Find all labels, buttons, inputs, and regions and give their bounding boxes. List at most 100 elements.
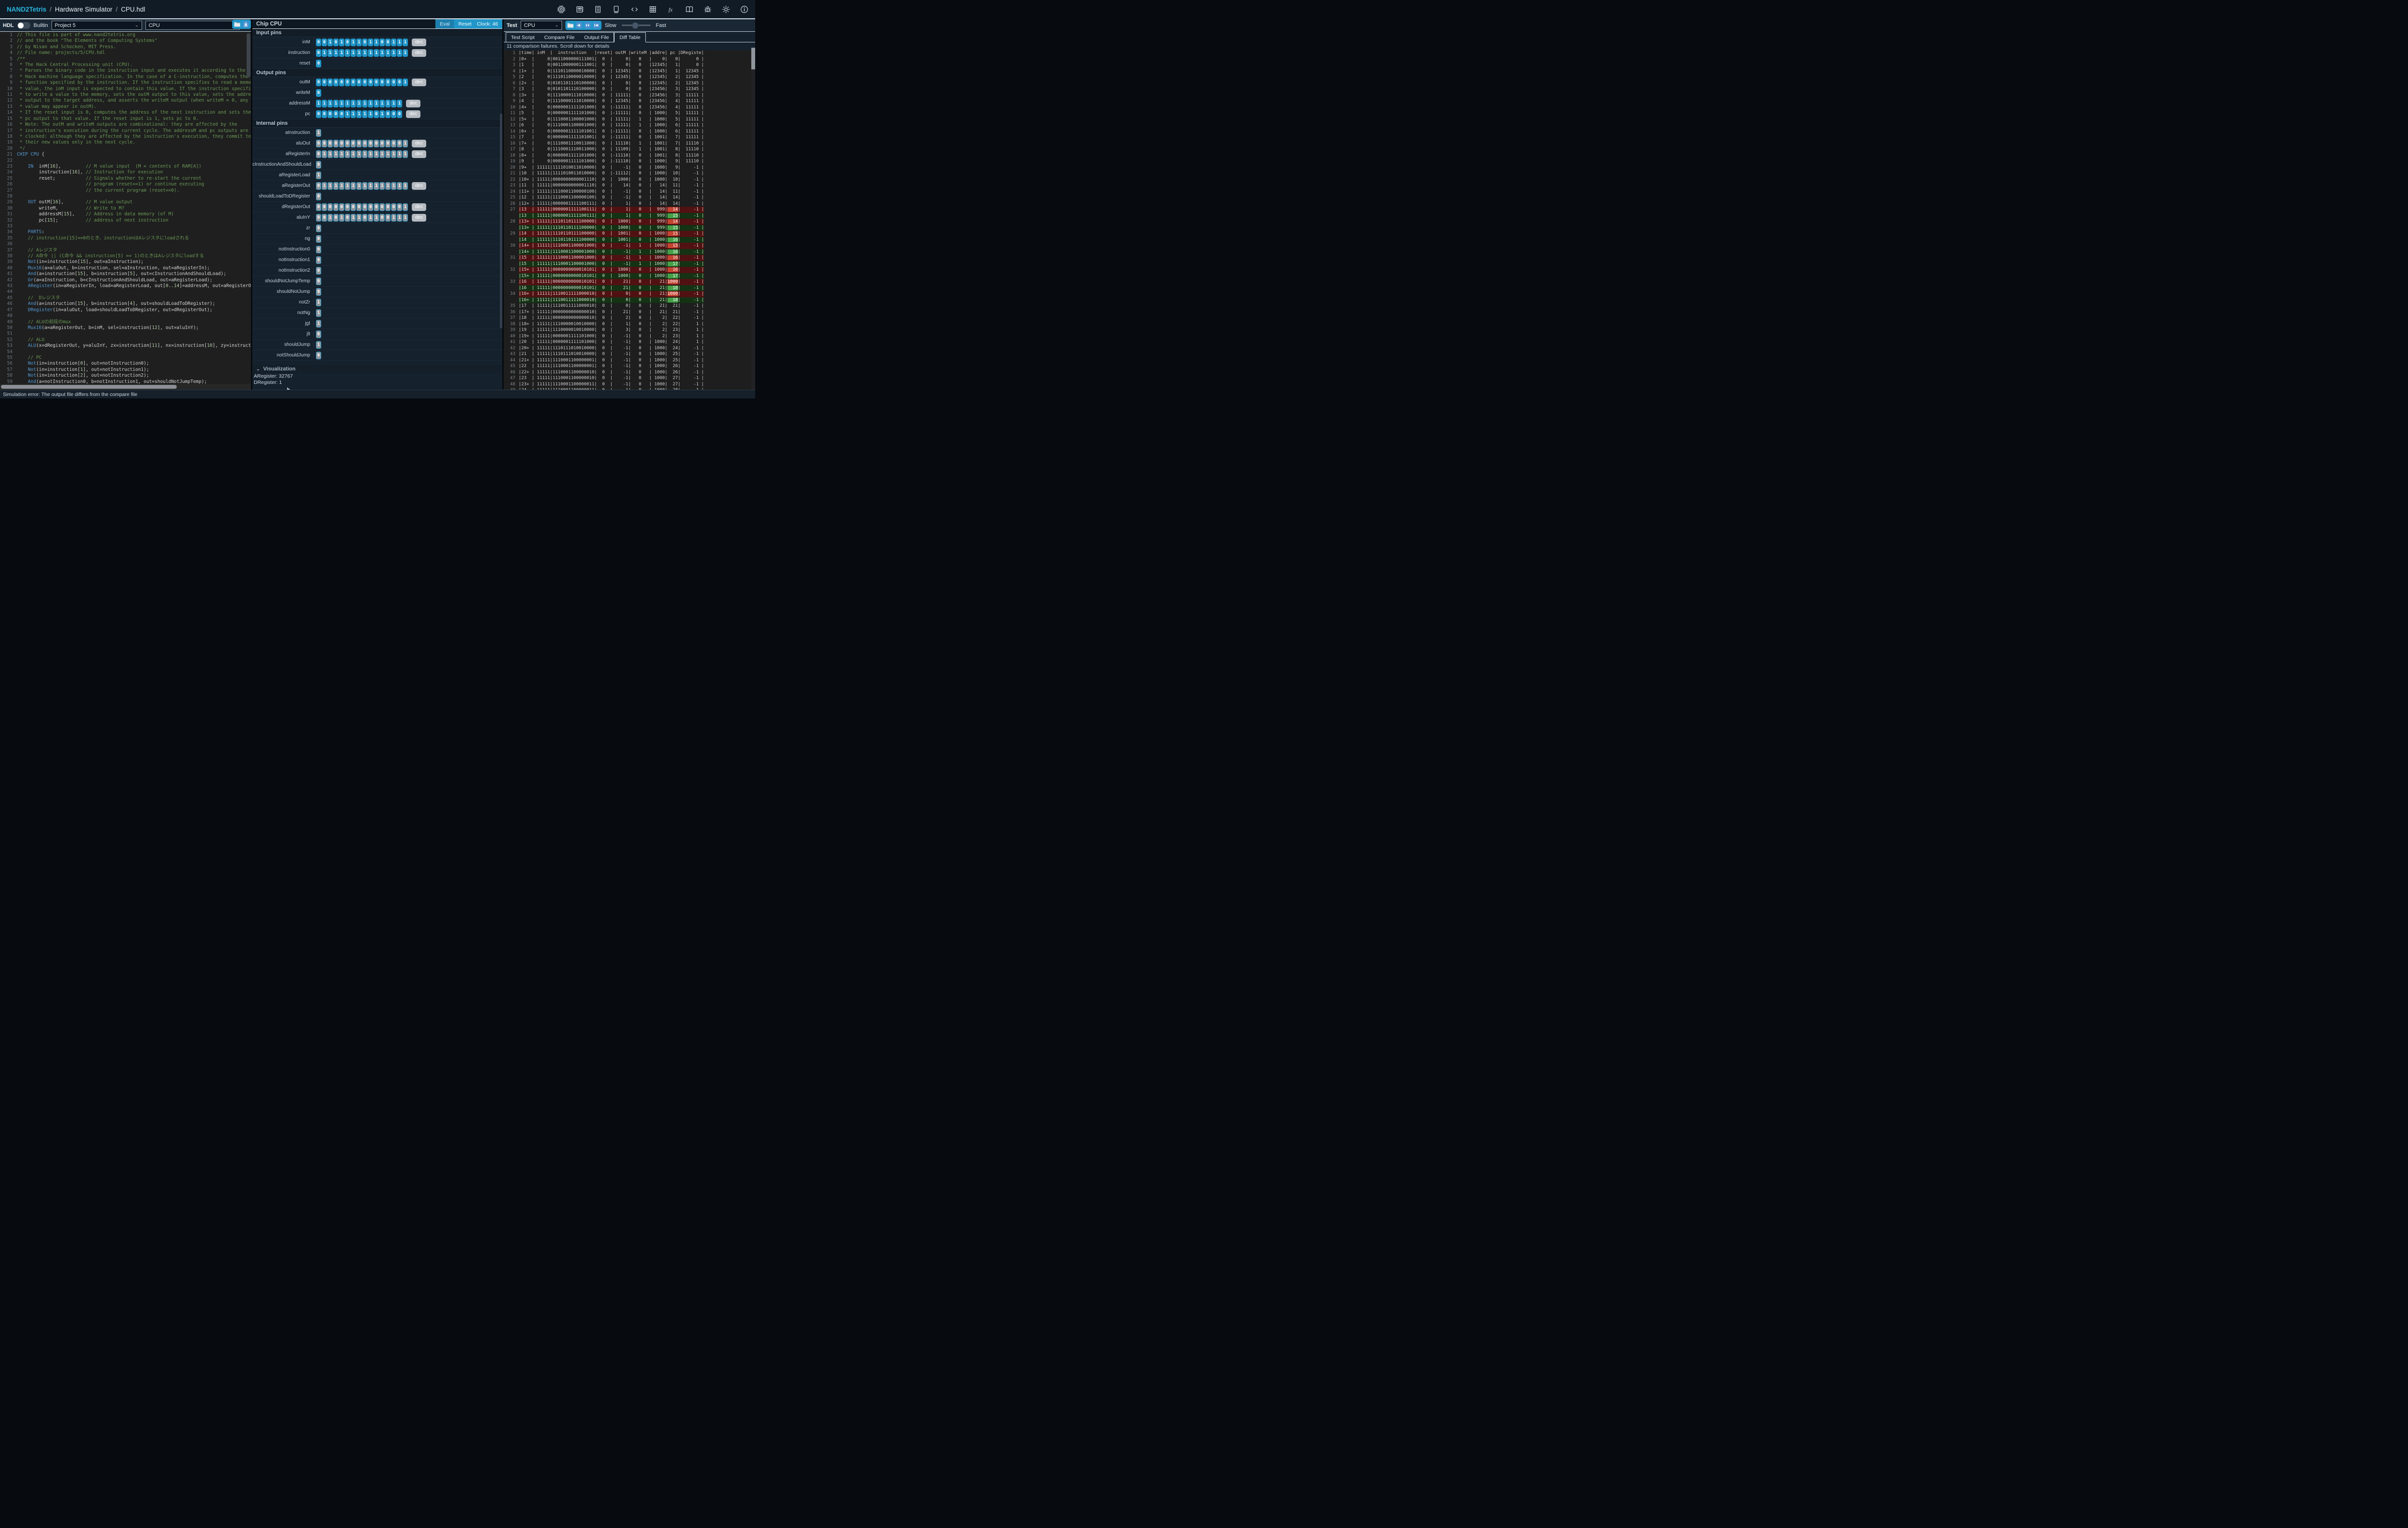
pin-bit[interactable]: 1	[391, 38, 396, 46]
pins-scrollbar[interactable]	[500, 114, 502, 328]
speed-slider-thumb[interactable]	[631, 22, 639, 29]
dec-format-button[interactable]: dec	[412, 139, 427, 147]
editor-horizontal-scrollbar-thumb[interactable]	[1, 385, 177, 389]
folder-icon[interactable]	[567, 22, 574, 29]
reset-button[interactable]: Reset	[458, 21, 472, 27]
list-icon[interactable]	[594, 5, 602, 13]
pin-bit: 0	[356, 203, 362, 211]
function-icon[interactable]: fx	[667, 5, 675, 13]
info-icon[interactable]	[740, 5, 748, 13]
code-line: 1// This file is part of www.nand2tetris…	[0, 32, 251, 38]
pin-bit[interactable]: 0	[380, 38, 385, 46]
pin-bit[interactable]: 1	[339, 38, 344, 46]
pin-bit[interactable]: 1	[339, 49, 344, 57]
pin-bit[interactable]: 1	[385, 49, 391, 57]
pin-value: 0	[314, 160, 322, 169]
tab-test-script[interactable]: Test Script	[511, 34, 535, 40]
pin-bit[interactable]: 1	[327, 49, 333, 57]
step-icon[interactable]	[576, 22, 583, 29]
pin-bit[interactable]: 0	[316, 59, 321, 67]
pin-bit[interactable]: 0	[316, 49, 321, 57]
test-dropdown[interactable]: CPU ⌄	[520, 21, 562, 30]
pin-bit[interactable]: 1	[327, 38, 333, 46]
grid-icon[interactable]	[649, 5, 657, 13]
pin-bit: 0	[356, 78, 362, 86]
chip-dropdown[interactable]: CPU ⌄	[145, 21, 240, 30]
code-line: 43 ARegister(in=aRegisterIn, load=aRegis…	[0, 283, 251, 289]
dec-format-button[interactable]: dec	[412, 38, 427, 46]
code-editor[interactable]: 1// This file is part of www.nand2tetris…	[0, 32, 251, 390]
pin-bit: 0	[316, 224, 321, 232]
pin-bit: 0	[316, 110, 321, 118]
book-icon[interactable]	[685, 5, 694, 13]
speed-slider[interactable]	[621, 22, 651, 29]
run-icon[interactable]	[584, 22, 591, 29]
download-icon[interactable]	[242, 21, 249, 28]
dec-format-button[interactable]: dec	[406, 99, 421, 107]
bug-icon[interactable]	[704, 5, 712, 13]
pin-bit[interactable]: 1	[356, 49, 362, 57]
dec-format-button[interactable]: dec	[412, 49, 427, 57]
pin-bit[interactable]: 0	[385, 38, 391, 46]
diff-line-number: 26	[510, 201, 515, 206]
dec-format-button[interactable]: dec	[412, 203, 427, 211]
diff-line-number: 24	[510, 189, 515, 194]
tab-compare-file[interactable]: Compare File	[544, 34, 575, 40]
pin-bit[interactable]: 1	[333, 49, 339, 57]
tab-output-file[interactable]: Output File	[584, 34, 609, 40]
pin-bit[interactable]: 1	[403, 38, 408, 46]
pin-bit[interactable]: 1	[351, 49, 356, 57]
dec-format-button[interactable]: dec	[412, 78, 427, 86]
editor-horizontal-scrollbar[interactable]	[0, 384, 251, 390]
pin-bit[interactable]: 1	[351, 38, 356, 46]
diff-table-scrollbar-thumb[interactable]	[751, 48, 755, 69]
pin-bit[interactable]: 1	[362, 49, 367, 57]
screen-icon[interactable]	[612, 5, 620, 13]
code-icon[interactable]	[630, 5, 639, 13]
settings-icon[interactable]	[722, 5, 730, 13]
pin-bit: 0	[322, 139, 327, 147]
project-dropdown[interactable]: Project 5 ⌄	[51, 21, 142, 30]
pin-bit: 1	[368, 110, 373, 118]
pin-bit[interactable]: 1	[397, 49, 402, 57]
diff-table-scrollbar[interactable]	[751, 48, 755, 390]
editor-vertical-scrollbar[interactable]	[247, 33, 250, 78]
dec-format-button[interactable]: dec	[412, 150, 427, 158]
tab-diff-table[interactable]: Diff Table	[614, 32, 646, 42]
visualization-header[interactable]: ⌄ Visualization	[252, 365, 502, 373]
pin-bit[interactable]: 1	[380, 49, 385, 57]
hdl-builtin-toggle[interactable]	[17, 22, 30, 29]
pin-bit[interactable]: 0	[316, 38, 321, 46]
pin-bit[interactable]: 0	[322, 38, 327, 46]
pin-bit[interactable]: 1	[391, 49, 396, 57]
line-number: 35	[7, 235, 13, 241]
pin-bit[interactable]: 1	[368, 49, 373, 57]
diff-line-number: 48	[510, 382, 515, 387]
pin-bit[interactable]: 1	[322, 49, 327, 57]
code-line: 47 DRegister(in=aluOut, load=shouldLoadT…	[0, 307, 251, 313]
dec-format-button[interactable]: dec	[406, 110, 421, 118]
diff-table-row: 3 |1 | 0|0011000000111001| 0 | 0| 0 |1234…	[504, 62, 751, 68]
dec-format-button[interactable]: dec	[412, 213, 427, 222]
pin-bit[interactable]: 0	[333, 38, 339, 46]
pin-bit[interactable]: 1	[374, 49, 379, 57]
pin-bit[interactable]: 1	[374, 38, 379, 46]
rewind-icon[interactable]	[593, 22, 600, 29]
pin-bit[interactable]: 1	[403, 49, 408, 57]
pin-bit[interactable]: 1	[345, 49, 350, 57]
pin-bit[interactable]: 1	[368, 38, 373, 46]
memory-icon[interactable]	[576, 5, 584, 13]
pin-bit[interactable]: 0	[345, 38, 350, 46]
dec-format-button[interactable]: dec	[412, 182, 427, 190]
pin-bit[interactable]: 1	[397, 38, 402, 46]
folder-icon[interactable]	[234, 21, 241, 28]
hardware-simulator-app: NAND2Tetris / Hardware Simulator / CPU.h…	[0, 0, 755, 398]
pin-bit[interactable]: 0	[362, 38, 367, 46]
code-line: 13 * value may appear in outM).	[0, 104, 251, 110]
eval-button[interactable]: Eval	[435, 19, 454, 28]
diff-line-number: 38	[510, 321, 515, 327]
pin-bit: 0	[362, 213, 367, 222]
diff-line-number: 13	[510, 123, 515, 128]
pin-bit[interactable]: 1	[356, 38, 362, 46]
chip-icon[interactable]	[557, 5, 565, 13]
